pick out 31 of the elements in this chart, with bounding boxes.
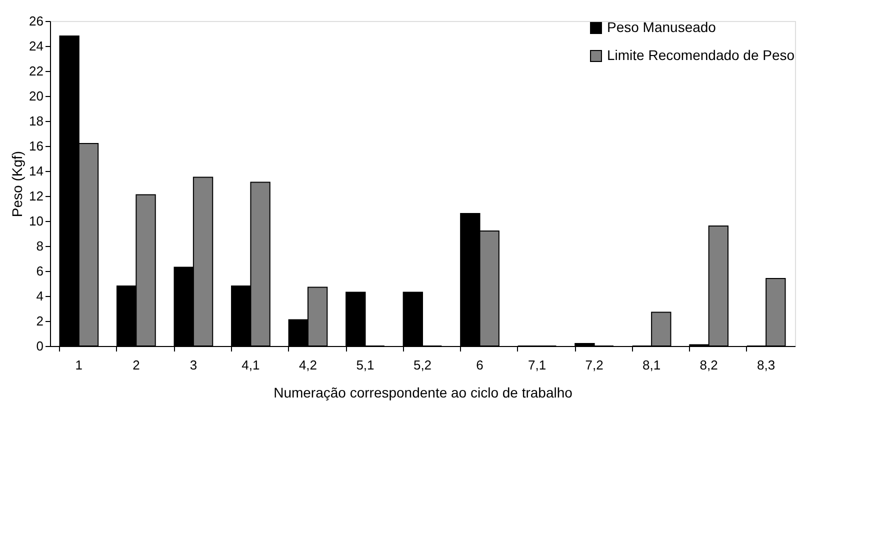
x-tick-label: 5,2	[413, 358, 432, 372]
y-tick-label: 0	[36, 338, 44, 354]
y-tick-label: 22	[29, 64, 44, 78]
x-tick-label: 6	[476, 358, 484, 372]
x-tick-label: 8,1	[642, 358, 661, 372]
y-tick-label: 18	[29, 114, 44, 128]
y-tick-label: 2	[36, 314, 44, 328]
y-tick-label: 16	[29, 138, 44, 154]
legend-label: Peso Manuseado	[607, 19, 716, 35]
x-tick-label: 7,2	[585, 358, 604, 372]
x-tick-label: 1	[75, 358, 83, 372]
x-tick-label: 7,1	[528, 358, 546, 372]
y-axis-title: Peso (Kgf)	[9, 150, 26, 218]
x-tick-label: 3	[190, 358, 198, 372]
y-tick-label: 4	[36, 288, 44, 304]
x-tick-label: 4,1	[242, 358, 260, 372]
x-tick-label: 4,2	[298, 358, 318, 372]
y-tick-label: 26	[29, 14, 44, 28]
x-tick-label: 8,2	[700, 358, 718, 372]
x-tick-label: 8,3	[757, 358, 776, 372]
y-tick-label: 6	[36, 264, 44, 278]
x-tick-label: 2	[132, 358, 140, 372]
legend-label: Limite Recomendado de Peso	[607, 47, 795, 63]
y-tick-label: 24	[29, 38, 44, 54]
y-tick-label: 10	[29, 214, 44, 228]
x-axis-title: Numeração correspondente ao ciclo de trabalho	[274, 384, 573, 400]
y-tick-label: 20	[29, 88, 44, 104]
x-tick-label: 5,1	[356, 358, 374, 372]
y-tick-label: 14	[29, 164, 44, 178]
y-tick-label: 12	[29, 188, 44, 204]
y-tick-label: 8	[36, 238, 44, 254]
